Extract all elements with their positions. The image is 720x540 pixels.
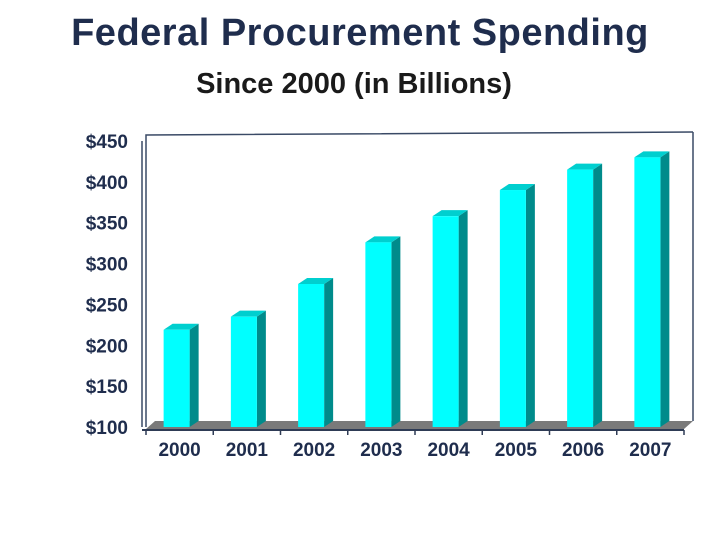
bar-top bbox=[432, 210, 468, 217]
axis-layer bbox=[141, 131, 694, 435]
bar-2007 bbox=[634, 151, 670, 428]
y-tick-label: $300 bbox=[86, 255, 128, 276]
bar-2005 bbox=[499, 184, 535, 427]
x-tick-label: 2003 bbox=[360, 440, 402, 461]
bar-front bbox=[634, 157, 661, 428]
bar-top bbox=[163, 323, 199, 330]
x-tick-label: 2000 bbox=[158, 440, 200, 461]
bar-side bbox=[593, 163, 603, 427]
y-tick-label: $400 bbox=[86, 173, 128, 194]
bar-side bbox=[660, 151, 670, 428]
bar-front bbox=[365, 242, 392, 427]
y-tick-label: $250 bbox=[86, 295, 128, 316]
bar-side bbox=[458, 210, 468, 427]
bar-top bbox=[230, 310, 266, 317]
ticks-layer: $100 $150 $200 $250 $300 $350 $400 $450 2000 2001… bbox=[86, 132, 672, 461]
chart-subtitle: Since 2000 (in Billions) bbox=[196, 68, 512, 100]
plot-frame bbox=[145, 131, 694, 427]
bar-side bbox=[256, 310, 266, 427]
bar-front bbox=[298, 284, 325, 427]
bar-2004 bbox=[432, 210, 468, 427]
x-tick-label: 2007 bbox=[629, 440, 671, 461]
y-tick-label: $150 bbox=[86, 377, 128, 398]
y-tick-label: $100 bbox=[86, 418, 128, 439]
bar-top bbox=[634, 151, 670, 158]
x-tick-label: 2006 bbox=[562, 440, 604, 461]
bar-side bbox=[189, 323, 199, 427]
bar-2003 bbox=[365, 236, 401, 427]
bar-front bbox=[567, 169, 594, 427]
x-tick-label: 2004 bbox=[427, 440, 470, 461]
y-tick-label: $350 bbox=[86, 214, 128, 235]
bar-top bbox=[298, 278, 334, 284]
bar-2002 bbox=[298, 278, 334, 427]
y-tick-label: $200 bbox=[86, 336, 128, 357]
bar-top bbox=[567, 163, 603, 170]
bar-2001 bbox=[230, 310, 266, 427]
bar-front bbox=[163, 329, 190, 427]
x-tick-label: 2001 bbox=[226, 440, 269, 461]
bar-side bbox=[525, 184, 535, 427]
bar-front bbox=[499, 190, 526, 427]
bar-top bbox=[499, 184, 535, 191]
bar-2006 bbox=[567, 163, 603, 427]
bar-side bbox=[324, 278, 334, 427]
bar-top bbox=[365, 236, 401, 243]
chart-floor bbox=[146, 421, 693, 429]
bar-front bbox=[432, 216, 459, 427]
bar-2000 bbox=[163, 323, 199, 427]
y-tick-label: $450 bbox=[86, 132, 128, 153]
bar-front bbox=[230, 316, 257, 427]
x-tick-label: 2002 bbox=[293, 440, 335, 461]
bars-layer bbox=[163, 151, 670, 428]
bar-side bbox=[391, 236, 401, 427]
x-tick-label: 2005 bbox=[495, 440, 538, 461]
chart-title: Federal Procurement Spending bbox=[71, 12, 649, 54]
